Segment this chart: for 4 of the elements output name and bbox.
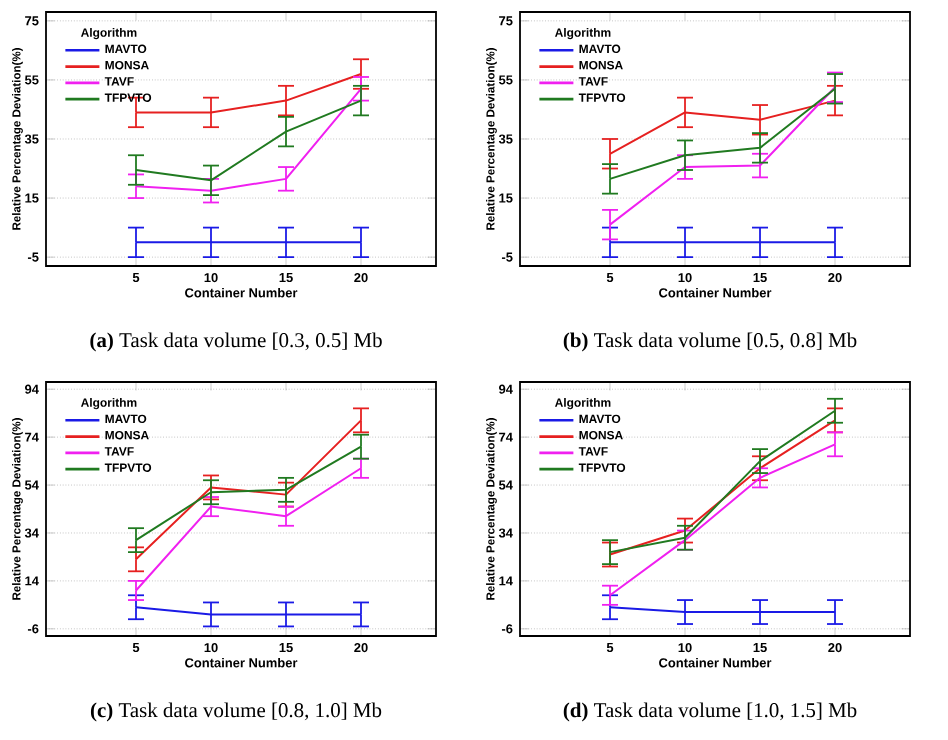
text: (d) Task data volume [1.0, 1.5] Mb xyxy=(563,702,857,722)
text: (c) Task data volume [0.8, 1.0] Mb xyxy=(90,702,382,722)
text: (b) Task data volume [0.5, 0.8] Mb xyxy=(563,332,857,352)
text: (a) Task data volume [0.3, 0.5] Mb xyxy=(90,332,382,352)
